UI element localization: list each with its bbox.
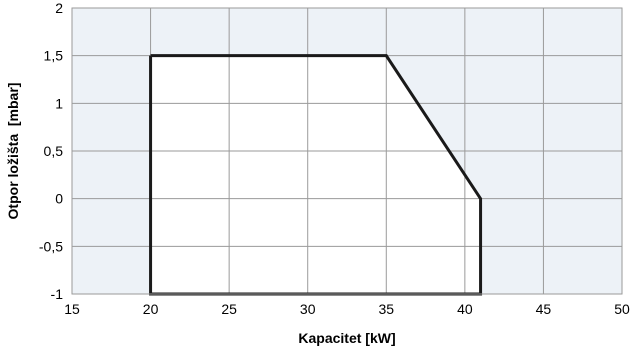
plot-frame (71, 7, 623, 295)
y-axis-label: Otpor ložišta [mbar] (5, 83, 21, 220)
x-tick-label: 25 (221, 301, 237, 317)
x-tick-label: 15 (64, 301, 80, 317)
working-range-fill (150, 55, 481, 294)
x-tick-label: 45 (536, 301, 552, 317)
y-tick-label: -1 (51, 286, 64, 302)
x-tick-label: 35 (378, 301, 394, 317)
working-range-outline (149, 54, 483, 296)
tick-labels: 15 20 25 30 35 40 45 50 -1 -0,5 0 0,5 1 1,5 2 (39, 0, 630, 317)
y-tick-label: 0,5 (44, 143, 64, 159)
y-tick-label: 1 (55, 95, 63, 111)
y-tick-label: -0,5 (39, 238, 63, 254)
x-tick-label: 40 (457, 301, 473, 317)
y-tick-label: 1,5 (44, 48, 64, 64)
x-tick-label: 30 (300, 301, 316, 317)
y-tick-label: 2 (55, 0, 63, 16)
y-tick-label: 0 (55, 191, 63, 207)
x-tick-label: 50 (614, 301, 630, 317)
x-tick-label: 20 (143, 301, 159, 317)
x-axis-label: Kapacitet [kW] (298, 330, 395, 346)
